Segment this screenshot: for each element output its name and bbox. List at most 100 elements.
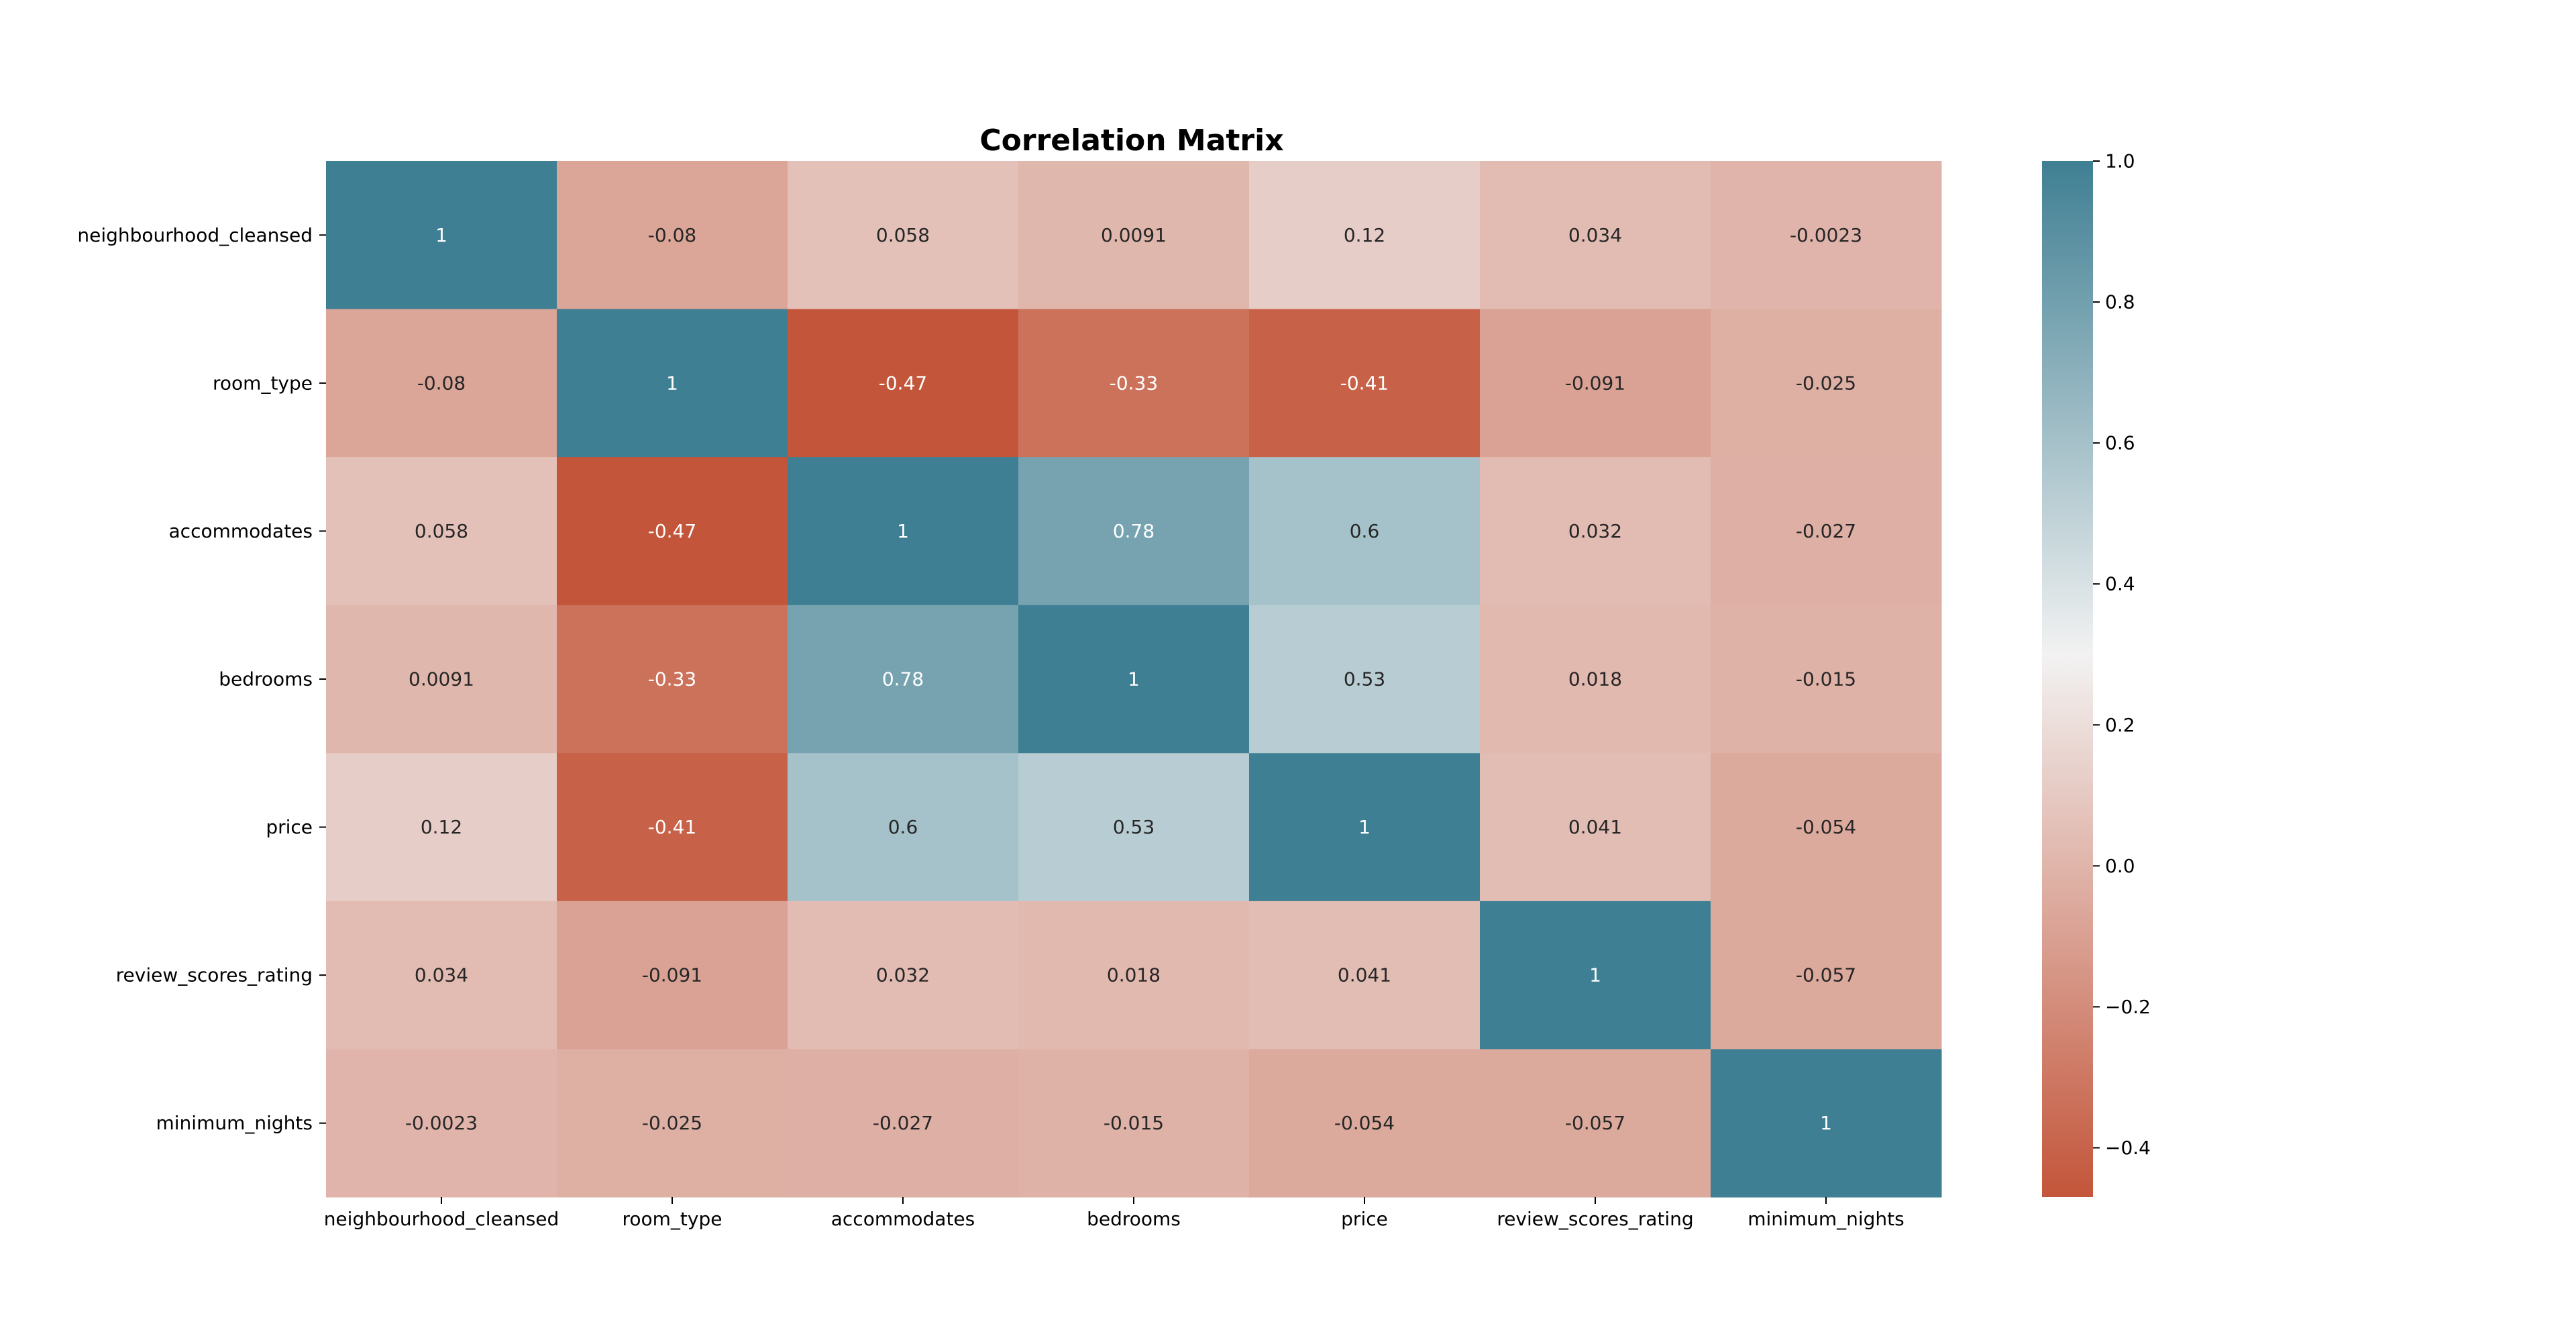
heatmap-cell xyxy=(1018,901,1250,1050)
cell-value-label: 0.058 xyxy=(876,224,930,246)
heatmap-cell xyxy=(1249,457,1481,606)
heatmap-cell xyxy=(1480,309,1711,458)
heatmap-cell xyxy=(1249,605,1481,754)
heatmap-cell xyxy=(1480,605,1711,754)
heatmap-cell xyxy=(1480,901,1711,1050)
heatmap-cell xyxy=(1249,161,1481,310)
cell-value-label: 0.6 xyxy=(1350,520,1380,542)
heatmap-cell xyxy=(1018,457,1250,606)
cell-value-label: 0.12 xyxy=(1344,224,1385,246)
heatmap-cell xyxy=(326,309,557,458)
heatmap-cell xyxy=(788,309,1019,458)
colorbar: 1.0 0.8 0.6 0.4 0.2 0.0 −0.2 −0.4 xyxy=(2042,150,2151,1197)
heatmap-cell xyxy=(326,457,557,606)
cell-value-label: 0.78 xyxy=(1113,520,1155,542)
heatmap-cell xyxy=(1480,457,1711,606)
cell-value-label: -0.015 xyxy=(1796,668,1856,690)
cell-value-label: 1 xyxy=(897,520,909,542)
cell-value-label: 0.53 xyxy=(1344,668,1385,690)
cell-value-label: -0.47 xyxy=(879,372,927,394)
cell-value-label: -0.0023 xyxy=(405,1112,478,1134)
heatmap-cell xyxy=(1018,1049,1250,1198)
column-tick-label: price xyxy=(1341,1208,1388,1230)
cell-value-label: -0.027 xyxy=(873,1112,933,1134)
heatmap-cell xyxy=(326,1049,557,1198)
cell-value-label: 0.12 xyxy=(421,816,462,838)
cell-value-label: 0.0091 xyxy=(1101,224,1167,246)
cell-value-label: 1 xyxy=(1589,964,1601,986)
heatmap-cell xyxy=(557,901,788,1050)
row-tick-label: review_scores_rating xyxy=(116,964,313,986)
heatmap-cell xyxy=(788,1049,1019,1198)
cell-value-label: 1 xyxy=(1128,668,1140,690)
column-tick-label: room_type xyxy=(623,1208,722,1230)
colorbar-tick-label: −0.4 xyxy=(2105,1137,2151,1159)
cell-value-label: -0.0023 xyxy=(1790,224,1862,246)
cell-value-label: 1 xyxy=(1820,1112,1832,1134)
heatmap-cell xyxy=(788,753,1019,902)
cell-value-label: 0.058 xyxy=(415,520,468,542)
heatmap-cell xyxy=(788,161,1019,310)
cell-value-label: -0.015 xyxy=(1104,1112,1164,1134)
heatmap-cell xyxy=(788,901,1019,1050)
cell-value-label: 0.6 xyxy=(888,816,918,838)
column-tick-label: review_scores_rating xyxy=(1497,1208,1693,1230)
cell-value-label: 0.034 xyxy=(1568,224,1622,246)
cell-value-label: 1 xyxy=(1358,816,1371,838)
cell-value-label: 0.018 xyxy=(1107,964,1161,986)
cell-value-label: 1 xyxy=(435,224,447,246)
cell-value-label: -0.027 xyxy=(1796,520,1856,542)
heatmap-cells: 1 -0.08 0.058 0.0091 0.12 0.034 -0.0023 -0.08 1 -… xyxy=(326,161,1942,1198)
cell-value-label: -0.054 xyxy=(1796,816,1856,838)
cell-value-label: 0.041 xyxy=(1568,816,1622,838)
heatmap-cell xyxy=(1480,1049,1711,1198)
cell-value-label: 0.034 xyxy=(415,964,468,986)
heatmap-cell xyxy=(1018,605,1250,754)
cell-value-label: -0.025 xyxy=(642,1112,702,1134)
column-labels: neighbourhood_cleansed room_type accommoda… xyxy=(324,1197,1904,1230)
cell-value-label: -0.08 xyxy=(648,224,696,246)
column-tick-label: accommodates xyxy=(831,1208,975,1230)
column-tick-label: bedrooms xyxy=(1087,1208,1181,1230)
heatmap-cell xyxy=(1711,605,1942,754)
row-labels: neighbourhood_cleansed room_type accommoda… xyxy=(77,224,326,1134)
colorbar-gradient xyxy=(2042,161,2093,1197)
heatmap-cell xyxy=(1711,161,1942,310)
colorbar-tick-label: 0.4 xyxy=(2105,573,2135,595)
cell-value-label: 0.0091 xyxy=(409,668,474,690)
cell-value-label: -0.057 xyxy=(1796,964,1856,986)
cell-value-label: -0.41 xyxy=(648,816,696,838)
cell-value-label: -0.091 xyxy=(1565,372,1625,394)
heatmap-cell xyxy=(1480,753,1711,902)
row-tick-label: room_type xyxy=(213,372,313,394)
column-tick-label: neighbourhood_cleansed xyxy=(324,1208,559,1230)
heatmap-cell xyxy=(1711,457,1942,606)
cell-value-label: -0.057 xyxy=(1565,1112,1625,1134)
cell-value-label: -0.054 xyxy=(1334,1112,1395,1134)
heatmap-cell xyxy=(557,605,788,754)
colorbar-tick-label: −0.2 xyxy=(2105,996,2151,1018)
colorbar-tick-label: 0.6 xyxy=(2105,432,2135,454)
row-tick-label: accommodates xyxy=(169,520,313,542)
heatmap-cell xyxy=(1018,753,1250,902)
cell-value-label: -0.33 xyxy=(648,668,696,690)
heatmap-cell xyxy=(326,605,557,754)
heatmap-cell xyxy=(1249,753,1481,902)
heatmap-cell xyxy=(557,457,788,606)
colorbar-tick-label: 0.2 xyxy=(2105,714,2135,736)
heatmap-cell xyxy=(326,753,557,902)
row-tick-label: price xyxy=(266,816,313,838)
colorbar-tick-label: 0.0 xyxy=(2105,855,2135,877)
heatmap-cell xyxy=(1249,1049,1481,1198)
heatmap-cell xyxy=(1249,309,1481,458)
cell-value-label: -0.025 xyxy=(1796,372,1856,394)
heatmap-cell xyxy=(1711,309,1942,458)
row-tick-label: neighbourhood_cleansed xyxy=(77,224,313,246)
heatmap-cell xyxy=(557,1049,788,1198)
cell-value-label: -0.47 xyxy=(648,520,696,542)
heatmap-cell xyxy=(557,753,788,902)
cell-value-label: 0.041 xyxy=(1338,964,1391,986)
heatmap-cell xyxy=(1018,309,1250,458)
colorbar-tick-label: 1.0 xyxy=(2105,150,2135,172)
